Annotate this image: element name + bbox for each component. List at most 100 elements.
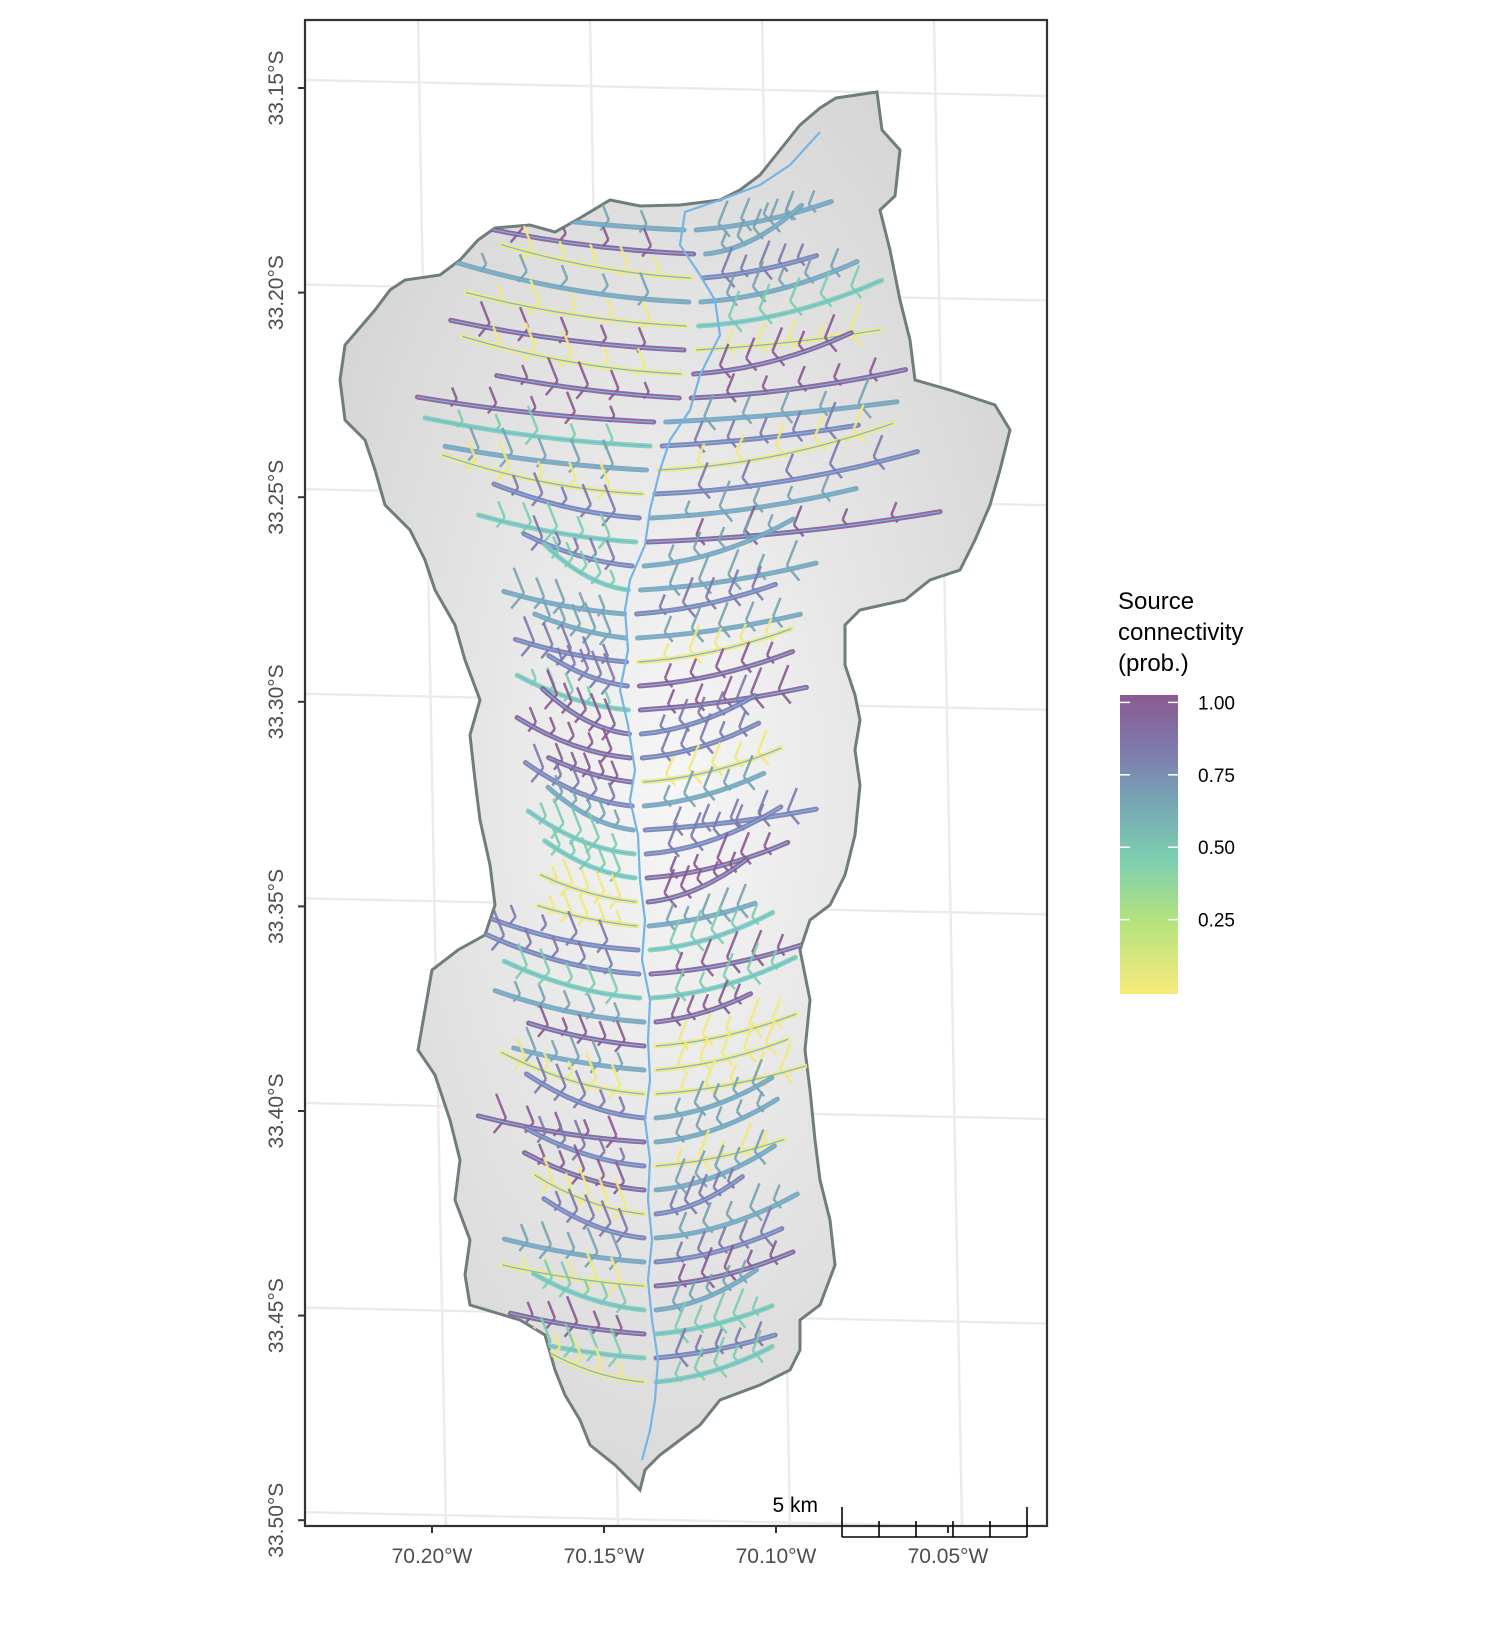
tributary-fan [541, 1188, 647, 1244]
tributary-fan [542, 535, 631, 593]
tributary-fan [492, 980, 647, 1025]
tributary-fan [703, 196, 805, 257]
tributary-fan [526, 1004, 647, 1053]
tributary-fan [653, 1129, 777, 1195]
graticule-meridian [932, 20, 964, 1526]
tributary-fan [499, 1250, 647, 1296]
tributary-fan [653, 1288, 775, 1344]
tributary-fan [498, 1036, 647, 1099]
tributary-fan [643, 789, 784, 858]
tributary-fan [501, 942, 643, 1005]
tributary-fan [653, 1090, 780, 1145]
tributary-fan [635, 597, 803, 643]
tributary-fan [653, 1167, 745, 1217]
tributary-fan [522, 743, 635, 809]
x-tick-label: 70.05°W [908, 1545, 989, 1568]
panel-border [303, 18, 1049, 1528]
tributary-fan [653, 1058, 775, 1121]
tributary-fan [501, 567, 628, 618]
tributary-fan [663, 377, 900, 431]
tributary-fan [647, 903, 776, 956]
legend-label: 0.75 [1198, 766, 1235, 787]
y-tick-label: 33.50°S [265, 1483, 288, 1558]
tributary-fan [540, 669, 632, 741]
y-tick-label: 33.15°S [265, 51, 288, 126]
tributary-fan [653, 1020, 791, 1077]
main-river [618, 131, 821, 1461]
tributary-fan [542, 827, 638, 883]
tributary-fan [442, 427, 649, 480]
tributary-fan [653, 1259, 760, 1314]
tributary-fan [639, 710, 762, 763]
scale-bar-label: 5 km [772, 1494, 818, 1517]
tributary-fan [653, 1043, 808, 1098]
tributary-fan [638, 674, 758, 737]
tributary-fan [653, 1206, 785, 1265]
tributary-fan [443, 252, 692, 306]
tributary-fan [656, 404, 896, 473]
tributary-fan [498, 225, 694, 281]
tributary-fan [641, 513, 796, 569]
x-tick-label: 70.10°W [736, 1545, 817, 1568]
tributary-fan [474, 910, 642, 977]
x-axis: 70.20°W 70.15°W 70.10°W 70.05°W [392, 1526, 989, 1568]
tributary-fan [523, 1056, 647, 1121]
tributary-fan [494, 357, 682, 401]
tributary-fan [649, 942, 798, 1002]
tributary-fan [414, 386, 657, 425]
tributary-fan [641, 754, 767, 809]
y-tick-label: 33.25°S [265, 460, 288, 535]
legend-label: 1.00 [1198, 693, 1235, 714]
tributary-fan [634, 565, 778, 618]
tributary-fan [546, 644, 630, 696]
tributary-fan [514, 706, 633, 763]
tributary-fan [475, 1093, 647, 1149]
y-tick-label: 33.45°S [265, 1278, 288, 1353]
tributary-fan [693, 304, 883, 355]
legend: Source connectivity (prob.) 1.00 0.75 0.50… [1118, 588, 1243, 994]
legend-title-line-1: Source [1118, 588, 1194, 615]
y-axis: 33.15°S 33.20°S 33.25°S 33.30°S 33.35°S 33.40… [265, 51, 305, 1558]
tributary-fan [538, 857, 639, 910]
tributary-fan [695, 265, 885, 333]
tributary-fan [507, 1295, 647, 1338]
y-tick-label: 33.30°S [265, 664, 288, 739]
graticule-meridian [416, 20, 448, 1526]
tributary-fan [532, 600, 629, 646]
y-tick-label: 33.40°S [265, 1074, 288, 1149]
x-tick-label: 70.15°W [564, 1545, 645, 1568]
y-tick-label: 33.35°S [265, 869, 288, 944]
tributary-fan [637, 664, 809, 714]
legend-label: 0.25 [1198, 911, 1235, 932]
tributary-fan [422, 405, 653, 450]
tributary-fan [691, 313, 854, 379]
tributary-fan [501, 1221, 647, 1271]
tributary-fan [638, 539, 819, 597]
tributary-fan [640, 729, 784, 787]
tributary-fan [653, 1321, 778, 1368]
legend-title-line-3: (prob.) [1118, 650, 1189, 677]
tributary-fan [521, 514, 635, 571]
graticule-parallel [305, 78, 1047, 98]
y-tick-label: 33.20°S [265, 255, 288, 330]
tributary-fan [535, 890, 640, 929]
legend-label: 0.50 [1198, 838, 1235, 859]
tributary-network [414, 183, 943, 1385]
tributary-fan [635, 617, 794, 665]
tributary-fan [463, 279, 689, 330]
tributary-fan [530, 1259, 647, 1314]
tributary-fan [491, 472, 642, 527]
legend-title-line-2: connectivity [1118, 619, 1243, 646]
tributary-fan [459, 322, 685, 378]
legend-colorbar [1120, 695, 1178, 994]
tributary-fan [698, 247, 860, 307]
tributary-fan [652, 434, 920, 500]
tributary-fan [653, 979, 754, 1027]
tributary-fan [636, 641, 796, 689]
tributary-fan [653, 1329, 775, 1385]
x-tick-label: 70.20°W [392, 1545, 473, 1568]
scale-bar: 5 km [772, 1494, 1028, 1538]
tributary-fan [645, 851, 749, 909]
tributary-fan [653, 1182, 800, 1241]
